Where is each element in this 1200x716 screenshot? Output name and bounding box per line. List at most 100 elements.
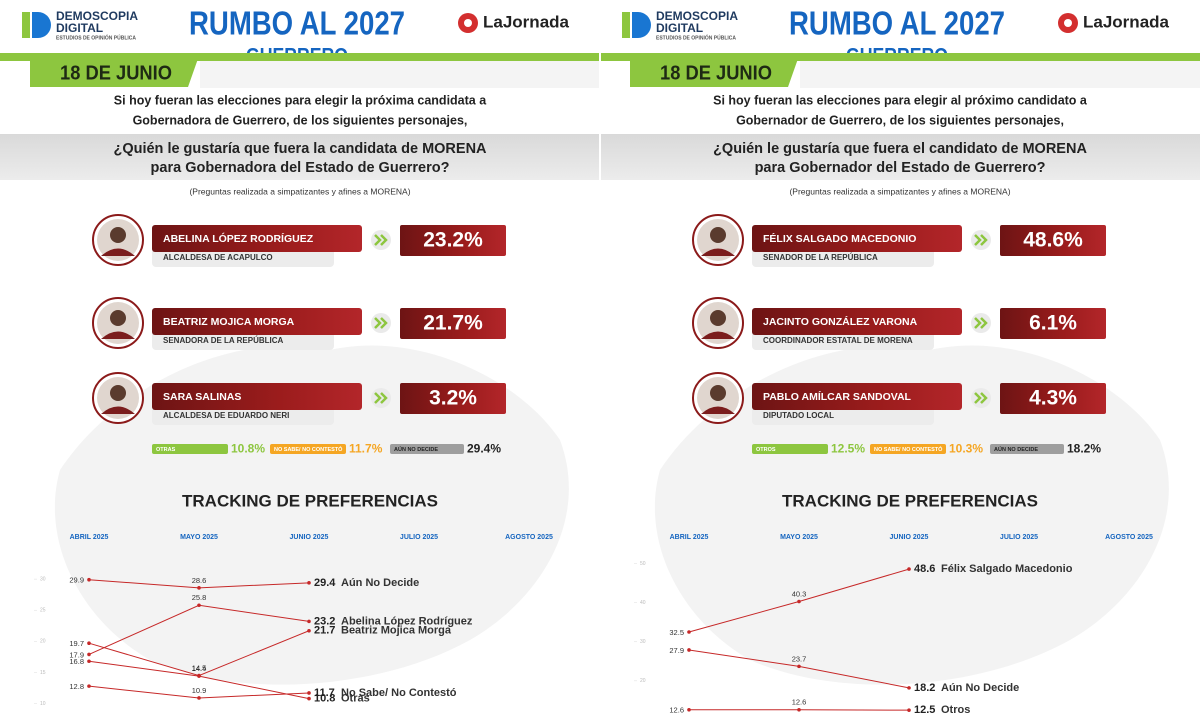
- point: [307, 691, 311, 695]
- month-label: MAYO 2025: [180, 534, 218, 541]
- other-value: 18.2%: [1067, 442, 1101, 456]
- candidate-role: COORDINADOR ESTATAL DE MORENA: [763, 336, 913, 345]
- point: [797, 599, 801, 604]
- month-label: JULIO 2025: [1000, 534, 1038, 541]
- point-label: 28.6: [192, 576, 207, 585]
- name-box: [152, 225, 362, 252]
- brand: LaJornada: [483, 12, 570, 31]
- point: [307, 581, 311, 585]
- series-name: Félix Salgado Macedonio: [941, 563, 1073, 575]
- series-name: Beatriz Mojica Morga: [341, 625, 452, 637]
- point: [197, 696, 201, 700]
- value-label: 48.6%: [1023, 229, 1083, 252]
- title: RUMBO AL 2027: [789, 5, 1005, 42]
- point: [687, 707, 691, 712]
- other-box: [152, 444, 228, 454]
- candidate-name: ABELINA LÓPEZ RODRÍGUEZ: [163, 232, 314, 245]
- point: [87, 641, 91, 645]
- role-box: [752, 406, 934, 425]
- y-tick-label: 20: [640, 678, 646, 684]
- y-tick-label: 40: [640, 600, 646, 606]
- intro-line: Gobernador de Guerrero, de los siguiente…: [736, 113, 1064, 127]
- month-label: MAYO 2025: [780, 534, 818, 541]
- end-value-label: 48.6: [914, 563, 935, 575]
- logo-mark: [32, 12, 51, 38]
- point-label: 17.9: [69, 650, 84, 659]
- value-box: [400, 308, 506, 339]
- end-value-label: 21.7: [314, 625, 335, 637]
- y-tick-label: 15: [40, 670, 46, 676]
- y-tick-label: 30: [40, 576, 46, 582]
- point-label: 27.9: [669, 646, 684, 655]
- candidate-name: JACINTO GONZÁLEZ VARONA: [763, 315, 918, 328]
- candidate-name: PABLO AMÍLCAR SANDOVAL: [763, 390, 912, 403]
- map-shape: [654, 345, 1169, 685]
- point: [907, 567, 911, 571]
- other-box: [270, 444, 346, 454]
- candidate-role: SENADOR DE LA REPÚBLICA: [763, 253, 878, 262]
- candidate-name: BEATRIZ MOJICA MORGA: [163, 316, 295, 328]
- point: [797, 664, 801, 669]
- value-box: [400, 383, 506, 414]
- value-box: [1000, 225, 1106, 256]
- value-label: 23.2%: [423, 229, 483, 252]
- brand-icon: [464, 19, 472, 27]
- month-label: JUNIO 2025: [890, 534, 929, 541]
- point: [197, 586, 201, 590]
- photo-body: [701, 406, 735, 414]
- month-label: ABRIL 2025: [70, 534, 109, 541]
- point-label: 14.4: [192, 664, 207, 673]
- point: [197, 603, 201, 608]
- other-box: [390, 444, 464, 454]
- chevron: [374, 392, 388, 404]
- other-value: 12.5%: [831, 442, 865, 456]
- point-label: 12.6: [669, 706, 684, 715]
- candidate-role: ALCALDESA DE EDUARDO NERI: [163, 411, 289, 420]
- month-label: AGOSTO 2025: [1105, 534, 1153, 541]
- chevron: [974, 317, 988, 329]
- point: [87, 684, 91, 688]
- name-box: [152, 308, 362, 335]
- date: 18 DE JUNIO: [60, 62, 172, 84]
- series-name: Otras: [341, 692, 370, 704]
- month-label: AGOSTO 2025: [505, 534, 553, 541]
- name-box: [752, 308, 962, 335]
- date: 18 DE JUNIO: [660, 62, 772, 84]
- end-value-label: 18.2: [914, 682, 935, 694]
- point-label: 16.8: [69, 657, 84, 666]
- brand-icon: [1064, 19, 1072, 27]
- other-label: NO SABE/ NO CONTESTÓ: [274, 445, 343, 453]
- other-value: 10.8%: [231, 442, 265, 456]
- logo-mark: [22, 12, 30, 38]
- photo-body: [701, 248, 735, 256]
- logo-line1: DEMOSCOPIA: [656, 9, 738, 23]
- point-label: 12.8: [69, 682, 84, 691]
- point-label: 32.5: [669, 628, 684, 637]
- name-box: [752, 225, 962, 252]
- chevron: [374, 317, 388, 329]
- other-box: [870, 444, 946, 454]
- question-line: para Gobernador del Estado de Guerrero?: [755, 160, 1046, 176]
- role-box: [152, 248, 334, 267]
- intro-line: Gobernadora de Guerrero, de los siguient…: [133, 113, 468, 127]
- y-tick-label: 30: [640, 639, 646, 645]
- y-tick-label: 25: [40, 608, 46, 614]
- candidate-role: ALCALDESA DE ACAPULCO: [163, 253, 273, 262]
- month-label: JUNIO 2025: [290, 534, 329, 541]
- role-box: [752, 248, 934, 267]
- intro-line: Si hoy fueran las elecciones para elegir…: [713, 93, 1088, 107]
- month-label: ABRIL 2025: [670, 534, 709, 541]
- point-label: 14.5: [192, 664, 207, 673]
- chevron: [974, 234, 988, 246]
- photo-body: [101, 248, 135, 256]
- end-value-label: 10.8: [314, 692, 335, 704]
- brand: LaJornada: [1083, 12, 1170, 31]
- other-box: [990, 444, 1064, 454]
- value-box: [1000, 383, 1106, 414]
- other-label: OTRAS: [156, 447, 176, 453]
- point: [87, 659, 91, 664]
- question-line: ¿Quién le gustaría que fuera la candidat…: [113, 141, 487, 157]
- other-box: [752, 444, 828, 454]
- point: [197, 674, 201, 678]
